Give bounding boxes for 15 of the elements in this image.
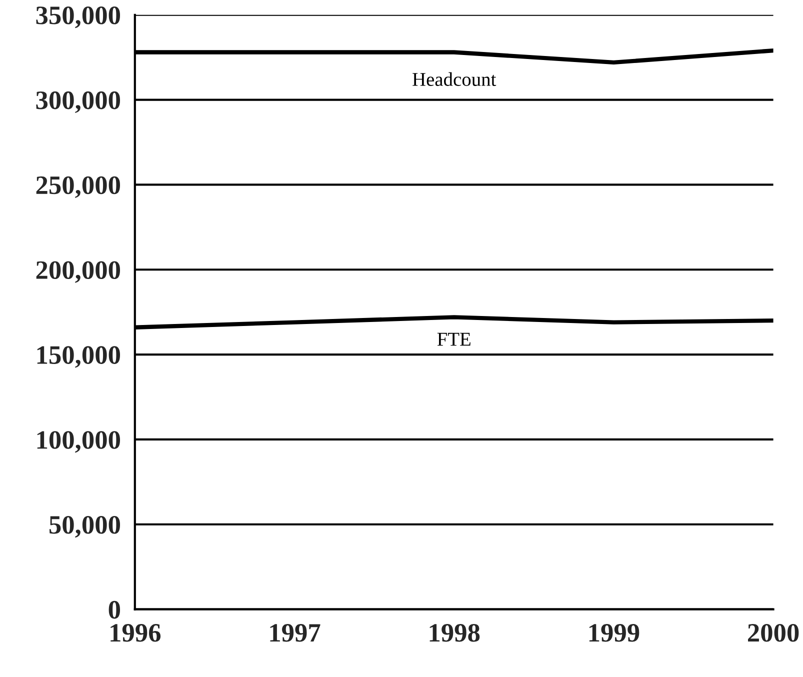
y-tick-label: 350,000 — [36, 6, 120, 28]
y-tick-label: 200,000 — [36, 261, 120, 283]
y-tick-label: 0 — [108, 600, 120, 619]
y-tick-label: 100,000 — [37, 431, 120, 453]
series-label: FTE — [437, 332, 470, 346]
x-tick-label: 1997 — [270, 624, 320, 642]
x-tick-label: 1998 — [430, 624, 480, 642]
y-tick-label: 50,000 — [50, 516, 120, 538]
x-tick-label: 2000 — [748, 624, 799, 642]
series-label: Headcount — [412, 72, 496, 86]
y-tick-label: 250,000 — [36, 176, 120, 198]
y-tick-label: 300,000 — [36, 91, 120, 114]
y-tick-label: 150,000 — [37, 346, 120, 368]
x-tick-label: 1999 — [589, 624, 640, 642]
x-tick-label: 1996 — [110, 624, 161, 642]
